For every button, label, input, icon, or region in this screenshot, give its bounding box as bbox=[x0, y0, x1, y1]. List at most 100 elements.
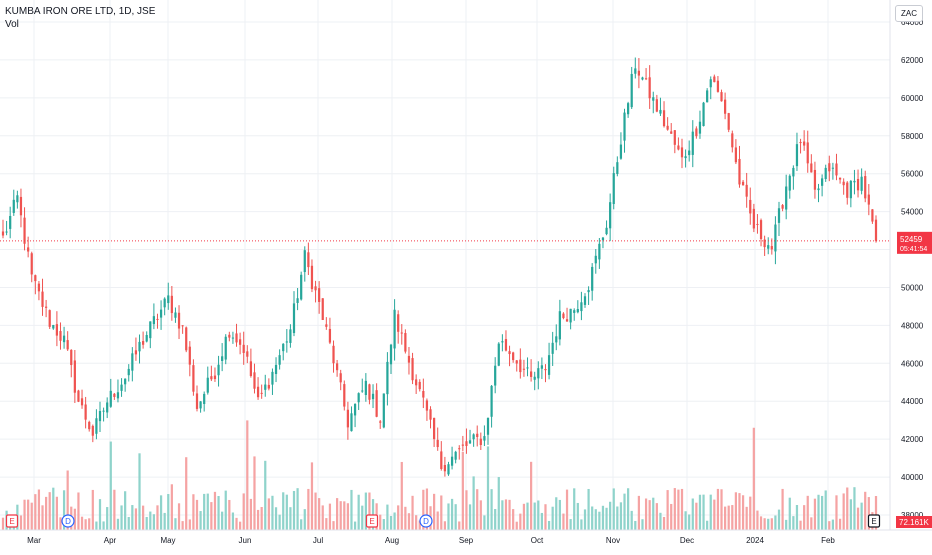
candle-body bbox=[425, 400, 429, 411]
volume-bar bbox=[307, 488, 310, 530]
volume-bar bbox=[785, 519, 788, 530]
volume-bar bbox=[720, 489, 723, 530]
earnings-marker[interactable]: E bbox=[867, 514, 881, 528]
candle-body bbox=[141, 341, 145, 345]
candle-body bbox=[80, 398, 84, 406]
volume-bar bbox=[425, 488, 429, 530]
candle-body bbox=[242, 344, 245, 353]
candle-body bbox=[267, 384, 270, 389]
candle-body bbox=[181, 325, 184, 327]
candle-body bbox=[167, 295, 170, 304]
volume-bar bbox=[353, 521, 357, 530]
candle-body bbox=[637, 70, 641, 76]
price-tick-label: 46000 bbox=[901, 359, 924, 368]
candle-body bbox=[619, 144, 623, 159]
candle-body bbox=[1, 231, 5, 236]
volume-bar bbox=[274, 507, 278, 530]
time-axis-label: Sep bbox=[459, 536, 474, 545]
candle-body bbox=[357, 393, 360, 403]
dividend-marker[interactable]: D bbox=[61, 514, 75, 528]
candle-body bbox=[188, 346, 191, 365]
volume-bar bbox=[501, 500, 504, 530]
volume-bar bbox=[246, 420, 249, 530]
volume-bar bbox=[368, 492, 371, 530]
candle-body bbox=[185, 327, 188, 351]
candle-body bbox=[192, 365, 195, 392]
volume-bar bbox=[88, 518, 91, 530]
volume-bar bbox=[820, 495, 824, 530]
time-axis-label: 2024 bbox=[746, 536, 764, 545]
price-tick-label: 58000 bbox=[901, 132, 924, 141]
volume-bar bbox=[623, 493, 626, 530]
price-tick-label: 40000 bbox=[901, 473, 924, 482]
volume-indicator-label[interactable]: Vol bbox=[5, 19, 19, 30]
candle-body bbox=[66, 340, 69, 350]
candle-body bbox=[375, 390, 378, 417]
volume-bar bbox=[788, 497, 791, 530]
candle-body bbox=[831, 167, 835, 169]
candle-body bbox=[781, 205, 784, 209]
candle-body bbox=[544, 369, 547, 371]
candle-body bbox=[641, 77, 644, 80]
candle-body bbox=[706, 90, 709, 103]
candle-body bbox=[70, 349, 73, 366]
candle-body bbox=[52, 324, 55, 329]
volume-bar bbox=[217, 496, 220, 530]
volume-bar bbox=[188, 519, 191, 530]
candle-body bbox=[871, 209, 874, 222]
volume-bar bbox=[626, 488, 630, 530]
volume-bar bbox=[526, 502, 529, 530]
volume-bar bbox=[759, 516, 763, 530]
volume-bar bbox=[289, 507, 292, 530]
volume-bar bbox=[562, 513, 565, 530]
volume-bar bbox=[792, 516, 795, 530]
volume-bar bbox=[874, 496, 878, 530]
candle-body bbox=[738, 158, 741, 185]
time-axis-label: Dec bbox=[680, 536, 694, 545]
volume-bar bbox=[828, 521, 831, 530]
candle-body bbox=[95, 418, 98, 434]
volume-bar bbox=[601, 505, 605, 530]
price-axis[interactable] bbox=[890, 0, 932, 550]
volume-bar bbox=[422, 489, 425, 530]
volume-bar bbox=[662, 516, 666, 530]
candle-body bbox=[867, 194, 870, 205]
candle-body bbox=[806, 142, 809, 164]
candle-body bbox=[238, 339, 242, 345]
candle-body bbox=[217, 364, 220, 376]
volume-bar bbox=[300, 519, 303, 530]
candle-body bbox=[393, 309, 396, 349]
volume-bar bbox=[644, 498, 648, 530]
price-tick-label: 62000 bbox=[901, 56, 924, 65]
candle-body bbox=[846, 182, 849, 198]
candle-body bbox=[583, 296, 587, 305]
earnings-marker[interactable]: E bbox=[365, 514, 379, 528]
volume-bar bbox=[242, 493, 245, 530]
currency-selector[interactable]: ZAC bbox=[895, 5, 923, 22]
time-axis-label: Nov bbox=[606, 536, 620, 545]
candle-body bbox=[404, 333, 407, 352]
dividend-marker[interactable]: D bbox=[419, 514, 433, 528]
volume-bar bbox=[393, 512, 396, 530]
candle-body bbox=[813, 169, 817, 190]
volume-bar bbox=[609, 501, 612, 530]
candle-body bbox=[19, 196, 23, 216]
volume-bar bbox=[343, 501, 346, 530]
volume-bar bbox=[192, 494, 195, 530]
candle-body bbox=[210, 376, 213, 380]
candle-body bbox=[353, 403, 357, 416]
earnings-marker[interactable]: E bbox=[5, 514, 19, 528]
candles bbox=[1, 57, 878, 477]
volume-bar bbox=[149, 511, 152, 530]
volume-bar bbox=[163, 512, 166, 530]
candle-body bbox=[386, 361, 389, 395]
volume-bar bbox=[846, 487, 849, 530]
volume-bar bbox=[461, 451, 464, 530]
volume-bar bbox=[152, 514, 156, 530]
candle-body bbox=[666, 125, 669, 130]
candle-body bbox=[246, 351, 249, 357]
candle-body bbox=[152, 316, 156, 325]
volume-bar bbox=[738, 493, 741, 530]
